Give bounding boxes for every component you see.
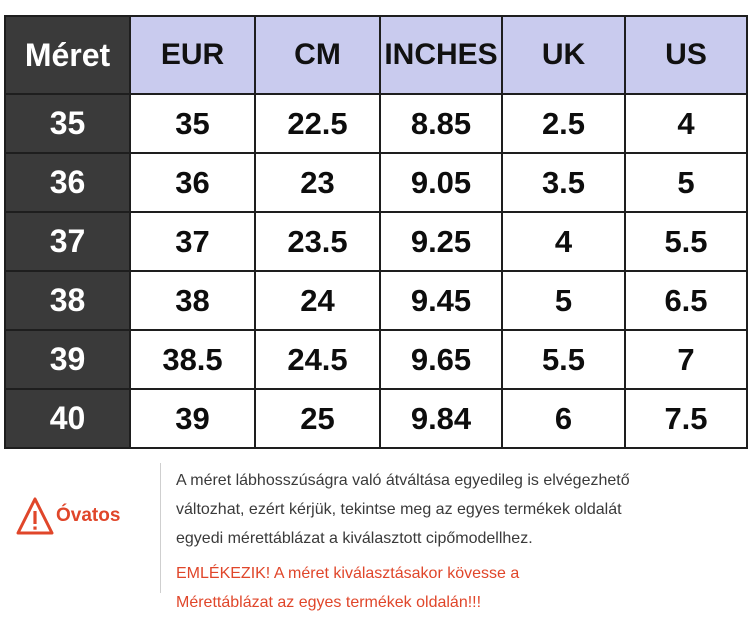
notice-line: A méret lábhosszúságra való átváltása eg… [176, 472, 630, 489]
row-size-cell: 38 [4, 270, 131, 331]
inches-cell: 8.85 [379, 93, 503, 154]
row-size-cell: 39 [4, 329, 131, 390]
cm-cell: 24.5 [254, 329, 381, 390]
us-cell: 6.5 [624, 270, 748, 331]
uk-cell: 5.5 [501, 329, 626, 390]
cm-cell: 22.5 [254, 93, 381, 154]
table-row: 37 37 23.5 9.25 4 5.5 [4, 211, 748, 272]
uk-cell: 3.5 [501, 152, 626, 213]
uk-cell: 2.5 [501, 93, 626, 154]
table-row: 35 35 22.5 8.85 2.5 4 [4, 93, 748, 154]
us-cell: 7.5 [624, 388, 748, 449]
cm-cell: 23.5 [254, 211, 381, 272]
row-size-cell: 35 [4, 93, 131, 154]
header-cell-us: US [624, 15, 748, 95]
size-notice: A méret lábhosszúságra való átváltása eg… [176, 466, 736, 617]
cm-cell: 25 [254, 388, 381, 449]
us-cell: 5 [624, 152, 748, 213]
cm-cell: 24 [254, 270, 381, 331]
uk-cell: 5 [501, 270, 626, 331]
inches-cell: 9.25 [379, 211, 503, 272]
caution-label: Óvatos [56, 505, 121, 526]
table-header-row: Méret EUR CM INCHES UK US [4, 15, 748, 95]
eur-cell: 39 [129, 388, 256, 449]
header-cell-size: Méret [4, 15, 131, 95]
us-cell: 7 [624, 329, 748, 390]
header-cell-eur: EUR [129, 15, 256, 95]
eur-cell: 36 [129, 152, 256, 213]
row-size-cell: 40 [4, 388, 131, 449]
table-row: 36 36 23 9.05 3.5 5 [4, 152, 748, 213]
inches-cell: 9.84 [379, 388, 503, 449]
inches-cell: 9.05 [379, 152, 503, 213]
eur-cell: 38 [129, 270, 256, 331]
warning-line: EMLÉKEZIK! A méret kiválasztásakor köves… [176, 565, 520, 582]
table-row: 39 38.5 24.5 9.65 5.5 7 [4, 329, 748, 390]
caution-badge: Óvatos [16, 496, 120, 536]
uk-cell: 6 [501, 388, 626, 449]
warning-line: Mérettáblázat az egyes termékek oldalán!… [176, 594, 482, 611]
cm-cell: 23 [254, 152, 381, 213]
table-row: 40 39 25 9.84 6 7.5 [4, 388, 748, 449]
row-size-cell: 37 [4, 211, 131, 272]
size-chart-table: Méret EUR CM INCHES UK US 35 35 22.5 8.8… [4, 15, 748, 449]
inches-cell: 9.65 [379, 329, 503, 390]
eur-cell: 38.5 [129, 329, 256, 390]
us-cell: 5.5 [624, 211, 748, 272]
inches-cell: 9.45 [379, 270, 503, 331]
table-row: 38 38 24 9.45 5 6.5 [4, 270, 748, 331]
uk-cell: 4 [501, 211, 626, 272]
row-size-cell: 36 [4, 152, 131, 213]
notice-line: egyedi mérettáblázat a kiválasztott cipő… [176, 530, 533, 547]
vertical-divider [160, 463, 161, 593]
eur-cell: 37 [129, 211, 256, 272]
header-cell-cm: CM [254, 15, 381, 95]
header-cell-inches: INCHES [379, 15, 503, 95]
warning-triangle-icon [16, 496, 54, 536]
notice-line: változhat, ezért kérjük, tekintse meg az… [176, 501, 622, 518]
us-cell: 4 [624, 93, 748, 154]
eur-cell: 35 [129, 93, 256, 154]
header-cell-uk: UK [501, 15, 626, 95]
